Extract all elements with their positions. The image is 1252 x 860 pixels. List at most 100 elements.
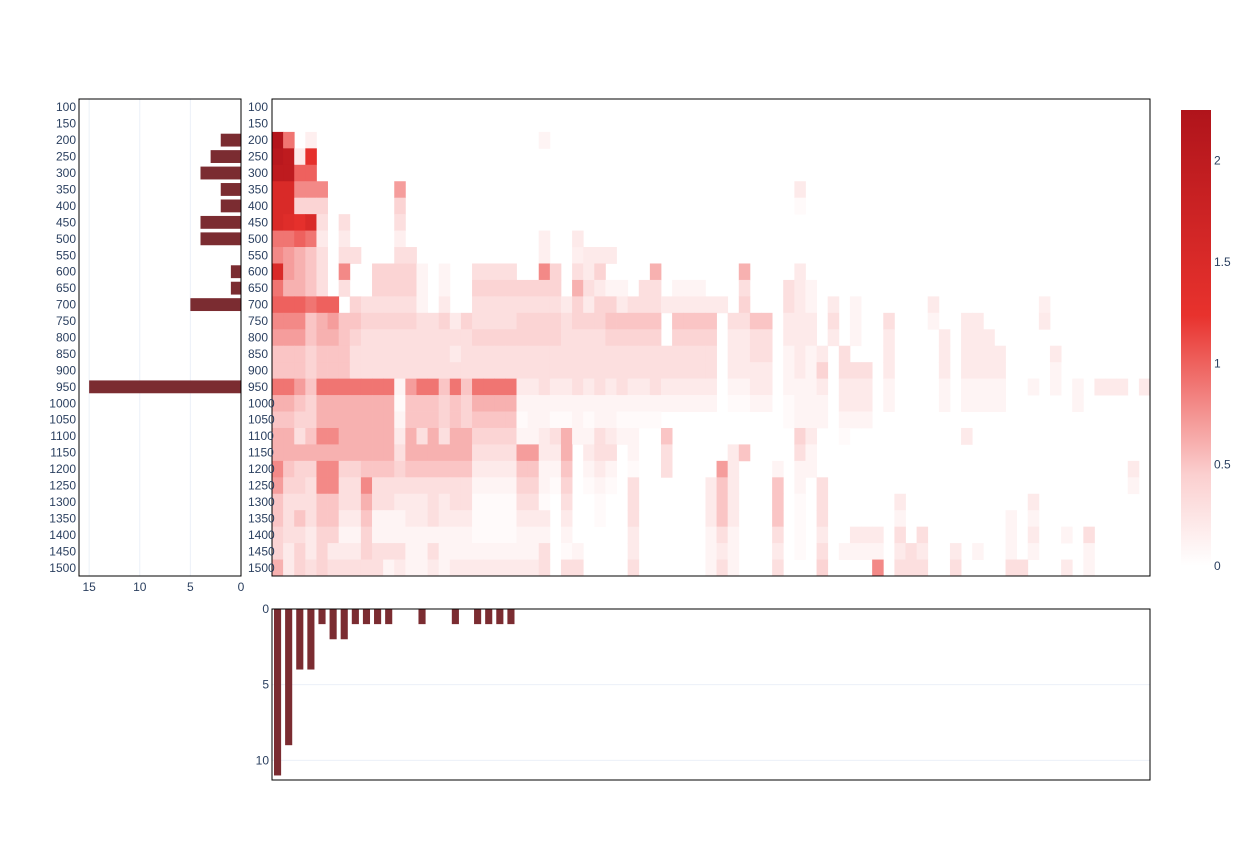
heatmap-cell [560,559,573,577]
heatmap-cell [494,460,506,478]
heatmap-cell [549,460,562,478]
heatmap-cell [272,477,284,495]
heatmap-cell [649,329,662,347]
bottom-hist-bar [418,609,426,625]
heatmap-cell [483,263,495,281]
heatmap-cell [583,477,595,495]
heatmap-cell [383,378,395,396]
heatmap-cell [483,329,495,347]
heatmap-cell [472,477,484,495]
heatmap-cell [405,411,417,429]
heatmap-cell [649,362,662,380]
heatmap-cell [560,345,573,363]
left-hist-bar [200,166,241,180]
heatmap-cell [327,312,340,330]
heatmap-cell [427,312,440,330]
heatmap-cell [272,181,284,199]
left-hist-y-tick-label: 750 [56,314,76,328]
heatmap-cell [394,477,406,495]
colorbar-tick-label: 1 [1214,356,1221,370]
heatmap-cell [727,477,740,495]
heatmap-cell [449,411,462,429]
heatmap-cell [460,444,473,462]
heatmap-cell [627,345,640,363]
heatmap-cell [427,378,440,396]
heatmap-cell [460,329,473,347]
heatmap-cell [438,559,451,577]
heatmap-cell [516,444,529,462]
heatmap-cell [972,345,984,363]
heatmap-cell [627,543,640,560]
heatmap-cell [305,543,317,560]
heatmap-y-tick-label: 1500 [248,561,275,575]
heatmap-cell [483,543,495,560]
heatmap-cell [316,197,328,215]
heatmap-cell [505,312,517,330]
heatmap-cell [460,427,473,445]
heatmap-cell [316,444,328,462]
heatmap-cell [283,263,295,281]
heatmap-cell [605,395,617,412]
heatmap-cell [460,395,473,412]
bottom-hist-bar [307,609,315,670]
left-histogram: 1001502002503003504004505005506006507007… [49,98,245,594]
left-hist-y-tick-label: 650 [56,281,76,295]
heatmap-frame [271,98,1151,577]
heatmap-cell [494,263,506,281]
heatmap-cell [560,362,573,380]
heatmap-cell [738,329,751,347]
heatmap-cell [583,427,595,445]
heatmap-cell [460,559,473,577]
heatmap-cell [816,526,829,544]
heatmap-cell [705,362,717,380]
heatmap-cell [305,279,317,297]
heatmap-cell [416,493,428,511]
heatmap-cell [283,460,295,478]
heatmap-cell [583,460,595,478]
heatmap-cell [816,345,829,363]
heatmap-cell [783,411,795,429]
heatmap-cell [627,477,640,495]
heatmap-cell [416,444,428,462]
heatmap-cell [761,362,773,380]
heatmap-cell [794,296,806,314]
heatmap-cell [838,543,851,560]
heatmap-cell [416,263,428,281]
heatmap-cell [572,427,584,445]
heatmap-cell [516,477,529,495]
heatmap-cell [672,279,684,297]
heatmap-cell [360,378,373,396]
heatmap-cell [549,345,562,363]
heatmap-cell [594,296,606,314]
left-hist-y-tick-label: 250 [56,150,76,164]
heatmap-cell [572,312,584,330]
heatmap-cell [505,444,517,462]
heatmap-cell [716,296,729,314]
heatmap-cell [383,427,395,445]
left-hist-y-tick-label: 550 [56,248,76,262]
heatmap-cell [494,510,506,528]
heatmap-cell [283,395,295,412]
heatmap-cell [394,247,406,264]
heatmap-cell [538,312,551,330]
heatmap-cell [961,345,973,363]
heatmap-cell [416,329,428,347]
heatmap-cell [460,362,473,380]
heatmap-cell [627,493,640,511]
heatmap-cell [305,559,317,577]
heatmap-cell [816,378,829,396]
left-hist-y-tick-label: 900 [56,363,76,377]
heatmap-cell [294,362,306,380]
heatmap-cell [483,279,495,297]
heatmap-cell [560,411,573,429]
heatmap-cell [694,378,706,396]
heatmap-cell [360,312,373,330]
heatmap-cell [438,312,451,330]
heatmap-cell [716,559,729,577]
heatmap-cell [405,444,417,462]
heatmap-cell [627,427,640,445]
heatmap-cell [294,263,306,281]
heatmap-cell [494,329,506,347]
heatmap-cell [394,526,406,544]
heatmap-cell [516,395,529,412]
